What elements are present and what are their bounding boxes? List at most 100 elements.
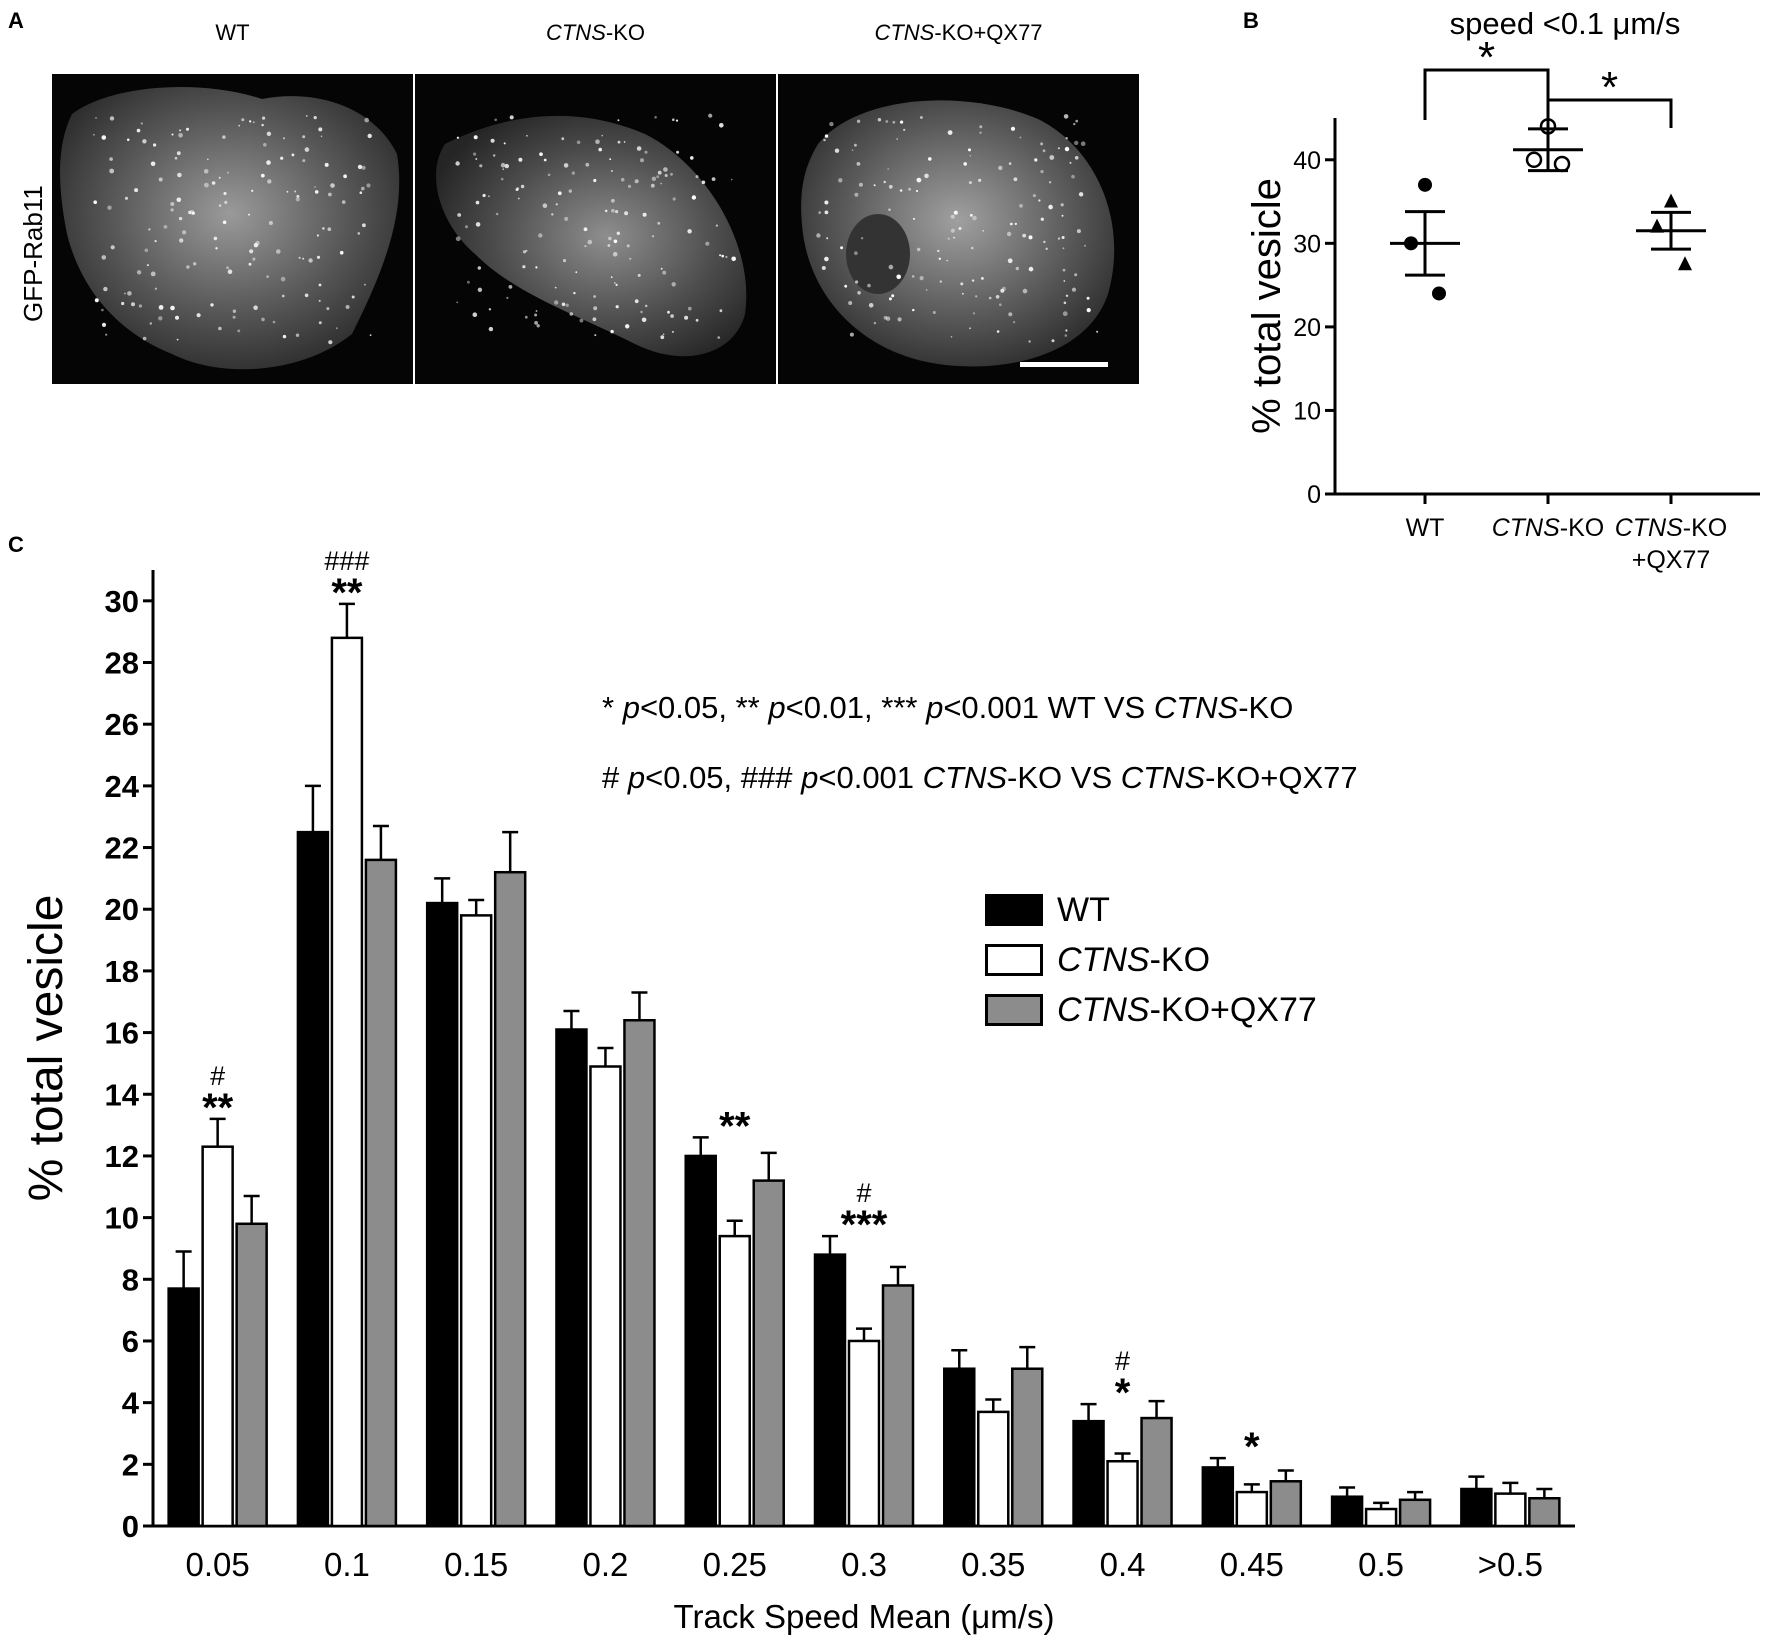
c-bar-ctns-ko-qx77 [235,1222,268,1528]
b-y-tick-label: 10 [1293,397,1321,425]
c-x-tick-label: 0.5 [1358,1546,1404,1583]
chart-b: 0 10 20 30 40% total vesicle WT CTNS-KO CTNS-KO… [1245,33,1760,574]
c-y-tick-label: 14 [105,1077,140,1112]
c-bar-ctns-ko-qx77 [1398,1498,1432,1528]
c-bar-ctns-ko-qx77 [623,1018,656,1528]
c-bar-wt [167,1287,200,1528]
c-x-tick-label: 0.3 [841,1546,887,1583]
c-bar-ctns-ko [1364,1507,1398,1528]
micrograph-ctns-ko [415,74,776,384]
c-y-tick-label: 2 [122,1447,139,1482]
c-x-tick-label: >0.5 [1478,1546,1543,1583]
note-line-1: * p<0.05, ** p<0.01, *** p<0.001 WT VS C… [602,690,1294,725]
c-y-axis-label: % total vesicle [20,895,73,1202]
c-x-tick-label: 0.4 [1100,1546,1146,1583]
c-bar-ctns-ko-qx77 [881,1284,915,1528]
b-point-ctns-ko-qx77 [1664,193,1678,208]
c-bar-ctns-ko [330,636,364,1528]
c-annotation-hash: # [856,1178,871,1208]
significance-notes: * p<0.05, ** p<0.01, *** p<0.001 WT VS C… [602,673,1358,813]
c-annotation-hash: # [1115,1346,1130,1376]
legend-item-ctns-ko: CTNS-KO [985,935,1317,985]
c-x-tick-label: 0.15 [444,1546,508,1583]
c-y-tick-label: 28 [105,646,139,681]
panel-b-title: speed <0.1 μm/s [1449,6,1681,41]
c-bar-ctns-ko-qx77 [364,858,398,1528]
c-bar-ctns-ko [589,1065,622,1528]
c-bar-wt [1201,1466,1235,1528]
c-y-tick-label: 12 [105,1139,139,1174]
c-y-tick-label: 22 [105,831,139,866]
legend-swatch-ctns-ko-qx77 [985,994,1043,1026]
b-y-tick-label: 20 [1293,314,1321,342]
c-x-tick-label: 0.45 [1220,1546,1284,1583]
b-point-ctns-ko-qx77 [1650,218,1664,233]
c-bar-wt [813,1253,847,1528]
b-y-tick-label: 40 [1293,147,1321,175]
b-point-wt [1432,286,1446,301]
c-bar-ctns-ko-qx77 [1011,1367,1044,1528]
micro-title-ctns-ko: CTNS-KO [545,20,645,45]
c-annotation-stars: ** [719,1104,751,1148]
micro-title-ctns-ko-qx77: CTNS-KO+QX77 [874,20,1043,45]
legend-item-wt: WT [985,885,1317,935]
c-bar-wt [1460,1487,1493,1528]
b-y-tick-label: 30 [1293,230,1321,258]
b-x-tick-label: WT [1406,514,1445,542]
c-y-tick-label: 30 [105,584,139,619]
c-bar-wt [555,1028,588,1528]
c-annotation-stars: * [1244,1425,1260,1469]
c-y-tick-label: 16 [105,1016,139,1051]
b-x-tick-label-line2: +QX77 [1632,546,1711,574]
c-bar-wt [296,830,330,1528]
c-y-tick-label: 18 [105,954,139,989]
c-bar-ctns-ko [718,1234,751,1528]
legend: WT CTNS-KO CTNS-KO+QX77 [985,885,1317,1035]
c-x-tick-label: 0.1 [324,1546,370,1583]
micro-title-wt: WT [215,20,250,45]
c-annotation-hash: # [210,1061,225,1091]
c-bar-ctns-ko [847,1339,881,1528]
c-x-tick-label: 0.25 [703,1546,767,1583]
scale-bar [1020,362,1108,367]
panel-c-letter: C [8,532,24,557]
c-x-tick-label: 0.2 [583,1546,629,1583]
c-bar-ctns-ko-qx77 [1528,1496,1561,1528]
c-bar-wt [425,901,459,1528]
b-y-tick-label: 0 [1307,481,1321,509]
b-sig-bracket [1423,68,1550,120]
c-x-tick-label: 0.35 [961,1546,1025,1583]
micrograph-ctns-ko-qx77 [778,74,1139,384]
c-bar-wt [684,1154,717,1528]
c-annotation-stars: ** [202,1086,234,1130]
c-bar-ctns-ko [459,914,493,1528]
c-annotation-stars: *** [841,1203,888,1247]
c-annotation-stars: * [1115,1371,1131,1415]
b-y-axis-label: % total vesicle [1245,178,1289,434]
c-bar-ctns-ko-qx77 [493,870,527,1528]
c-y-tick-label: 20 [105,892,139,927]
b-sig-star: * [1601,63,1618,112]
c-y-tick-label: 0 [122,1509,139,1544]
panel-a-letter: A [8,8,24,33]
b-sig-star: * [1478,33,1495,82]
c-y-tick-label: 8 [122,1262,139,1297]
micrograph-wt [52,74,413,384]
c-y-tick-label: 26 [105,707,139,742]
c-y-tick-label: 6 [122,1324,139,1359]
c-x-tick-label: 0.05 [186,1546,250,1583]
legend-swatch-ctns-ko [985,944,1043,976]
c-bar-wt [1330,1495,1364,1528]
c-y-tick-label: 10 [105,1201,139,1236]
b-x-tick-label: CTNS-KO [1492,514,1605,542]
c-bar-ctns-ko [1106,1459,1139,1528]
c-annotation-stars: ** [331,571,363,615]
legend-swatch-wt [985,894,1043,926]
b-sig-bracket [1546,98,1673,128]
b-point-ctns-ko [1525,151,1543,169]
legend-item-ctns-ko-qx77: CTNS-KO+QX77 [985,985,1317,1035]
c-bar-ctns-ko [977,1410,1010,1528]
b-point-wt [1418,177,1432,192]
c-y-tick-label: 24 [105,769,140,804]
